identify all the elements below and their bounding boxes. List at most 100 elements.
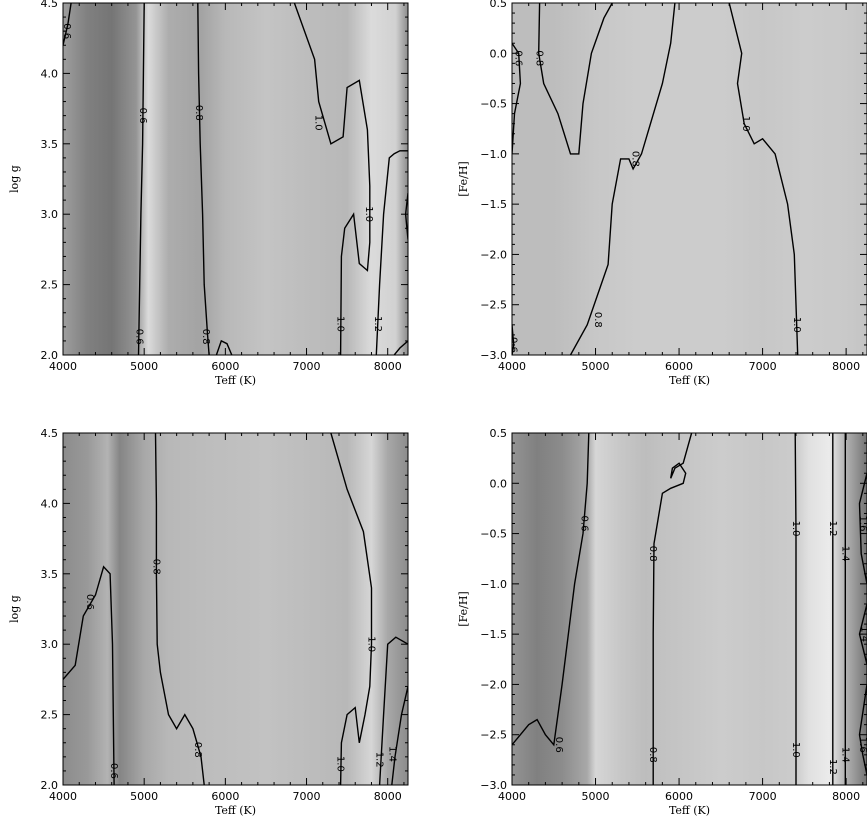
y-tick-label: 4.5 [41, 0, 59, 10]
contour-label: 0.6 [513, 50, 524, 66]
x-tick-label: 6000 [211, 360, 239, 373]
heatmap-shading [512, 3, 867, 355]
panel-top-left: 0.6 0.6 0.6 0.8 0.8 1.0 1.0 1.0 1.2 4000 5000 6000 7… [8, 0, 409, 387]
x-tick-label: 4000 [49, 360, 77, 373]
contour-label: 1.4 [387, 746, 398, 762]
contour-line-0_6 [63, 3, 72, 46]
panel-bottom-right: 0.60.60.80.81.01.01.21.21.41.41.61.41.64… [457, 427, 867, 817]
contour-line-0_8 [652, 433, 693, 785]
contour-label: 0.6 [553, 737, 564, 753]
x-tick-label: 5000 [582, 360, 610, 373]
contour-label: 1.0 [335, 316, 346, 332]
y-tick-label: −2.0 [480, 248, 507, 261]
contour-label: 1.0 [791, 317, 802, 333]
y-tick-label: −3.0 [480, 779, 507, 792]
contour-label: 0.8 [592, 312, 603, 328]
heatmap-shading [63, 433, 408, 785]
x-tick-label: 7000 [293, 360, 321, 373]
contour-line-1_0 [330, 433, 373, 785]
x-tick-label: 8000 [832, 790, 860, 803]
contour-line-0_8 [154, 433, 205, 785]
y-tick-label: 0.5 [490, 0, 508, 10]
y-tick-label: −1.5 [480, 198, 507, 211]
y-axis-label: log g [8, 165, 21, 193]
y-tick-label: −0.5 [480, 98, 507, 111]
x-tick-label: 8000 [374, 790, 402, 803]
contour-label: 0.6 [84, 594, 95, 610]
contour-line-0_6 [63, 565, 115, 785]
y-tick-label: 0.5 [490, 427, 508, 440]
contour-label: 0.8 [647, 747, 658, 763]
contour-label: 0.6 [108, 763, 119, 779]
x-tick-label: 7000 [749, 790, 777, 803]
y-tick-label: 2.5 [41, 709, 59, 722]
contour-label: 1.0 [313, 115, 324, 131]
y-tick-label: 2.0 [41, 349, 59, 362]
contour-line-0_8 [197, 3, 210, 355]
x-tick-label: 5000 [130, 790, 158, 803]
contour-label: 1.4 [839, 546, 850, 562]
contour-line-1_4 [391, 686, 408, 785]
heatmap-shading [512, 433, 867, 785]
contour-label: 1.2 [372, 316, 383, 332]
contour-label: 1.6 [857, 516, 867, 532]
y-axis-label: [Fe/H] [457, 591, 470, 626]
x-tick-label: 4000 [49, 790, 77, 803]
contour-label: 1.2 [374, 752, 385, 768]
y-tick-label: −1.5 [480, 628, 507, 641]
y-tick-label: 2.5 [41, 279, 59, 292]
contour-line-1_0 [728, 3, 799, 355]
x-tick-label: 8000 [374, 360, 402, 373]
x-tick-label: 4000 [498, 790, 526, 803]
x-tick-label: 6000 [665, 360, 693, 373]
contour-line-1_6 [858, 473, 867, 585]
contour-label: 0.6 [133, 329, 144, 345]
contour-label: 0.8 [150, 559, 161, 575]
contour-line-1_2 [378, 636, 408, 785]
contour-label: 1.0 [335, 756, 346, 772]
contour-label: 0.8 [193, 105, 204, 121]
x-tick-label: 5000 [130, 360, 158, 373]
x-tick-label: 8000 [832, 360, 860, 373]
y-tick-label: 4.0 [41, 497, 59, 510]
contour-line-1_2 [375, 150, 408, 355]
contour-line-0_6 [512, 433, 590, 747]
contour-label: 1.6 [857, 737, 867, 753]
contour-label: 1.2 [827, 521, 838, 537]
contour-line-0_8 [569, 3, 676, 355]
y-tick-label: 0.0 [490, 477, 508, 490]
contour-line-1_4 [393, 340, 408, 355]
x-tick-label: 6000 [211, 790, 239, 803]
contour-label: 0.6 [507, 337, 518, 353]
contour-label: 0.6 [137, 108, 148, 124]
y-tick-label: −3.0 [480, 349, 507, 362]
y-tick-label: −2.5 [480, 729, 507, 742]
contour-line-0_8 [537, 3, 613, 155]
y-tick-label: −2.5 [480, 299, 507, 312]
y-axis-label: [Fe/H] [457, 161, 470, 196]
y-tick-label: 3.5 [41, 138, 59, 151]
contour-label: 0.8 [192, 742, 203, 758]
x-tick-label: 4000 [498, 360, 526, 373]
plot-frame [511, 432, 867, 786]
contours: 0.6 0.6 0.8 0.8 1.0 1.0 1.2 1.4 [63, 433, 408, 785]
x-tick-label: 6000 [665, 790, 693, 803]
heatmap-shading [63, 3, 408, 355]
y-tick-label: −0.5 [480, 528, 507, 541]
plot-frame [511, 2, 867, 356]
contour-line-0_8 [215, 339, 233, 355]
y-tick-label: 0.0 [490, 47, 508, 60]
x-tick-label: 7000 [749, 360, 777, 373]
panel-top-right: 0.6 0.6 0.8 0.8 0.8 1.0 1.0 4000 5000 6000 7000 800… [457, 0, 867, 387]
contour-line-0_6 [137, 3, 145, 355]
y-tick-label: 3.0 [41, 208, 59, 221]
y-tick-label: 2.0 [41, 779, 59, 792]
x-axis-label: Teff (K) [215, 804, 256, 817]
contours: 0.6 0.6 0.8 0.8 0.8 1.0 1.0 [507, 3, 802, 355]
contour-label: 0.6 [61, 23, 72, 39]
y-tick-label: 3.5 [41, 568, 59, 581]
y-tick-label: 4.5 [41, 427, 59, 440]
contour-label: 1.0 [790, 742, 801, 758]
y-tick-label: −1.0 [480, 148, 507, 161]
